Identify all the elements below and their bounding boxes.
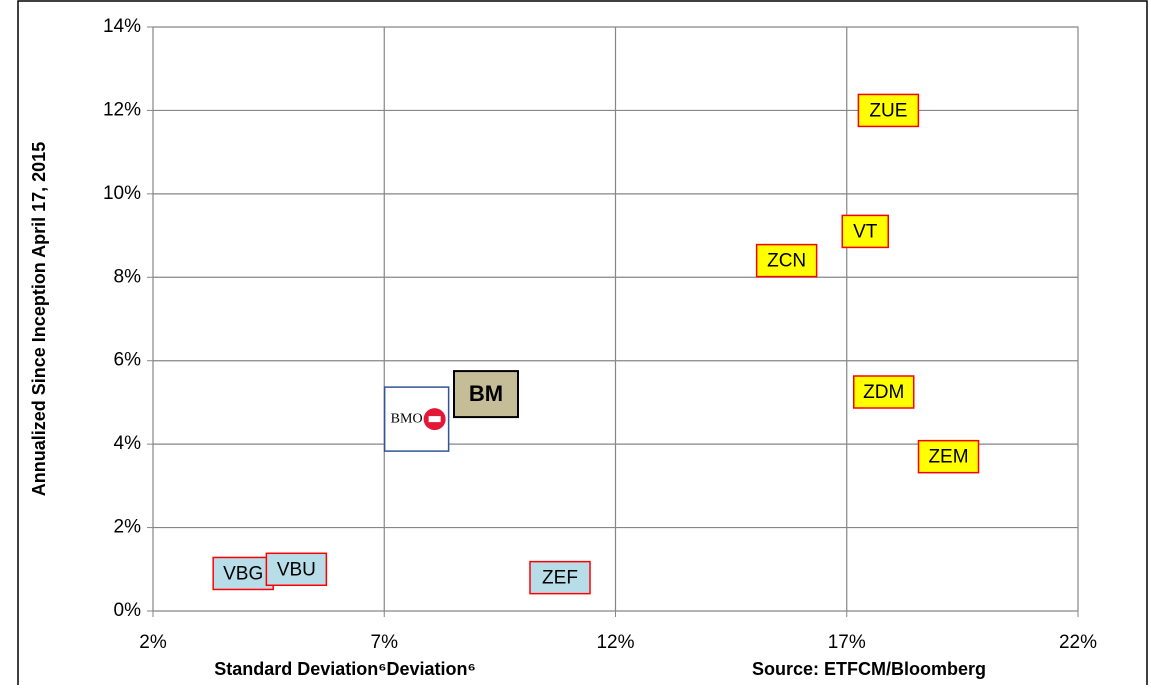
point-label: ZEM [928,447,968,468]
point-label: BMO [391,411,423,426]
x-tick-label: 17% [828,632,866,653]
point-label: ZEF [542,568,578,589]
point-label: VBG [223,563,263,584]
logo-roundel-mark [428,416,441,423]
data-point [453,370,519,419]
y-tick-label: 2% [114,517,142,538]
point-label: BM [469,381,503,406]
y-tick-label: 10% [103,183,141,204]
y-tick-label: 12% [103,99,141,120]
y-tick-label: 0% [114,600,142,621]
y-tick-label: 6% [114,350,142,371]
data-point [265,552,328,587]
y-tick-label: 4% [114,433,142,454]
point-label: VBU [277,559,316,580]
plot-frame [152,26,1079,612]
x-tick-label: 2% [139,632,167,653]
x-tick-label: 12% [596,632,634,653]
data-point [853,375,915,409]
data-point [857,93,920,128]
data-point [212,556,274,591]
point-label: ZUE [869,100,907,121]
y-tick-label: 8% [114,266,142,287]
x-axis-label: Standard Deviation⁶Deviation⁶ [214,659,476,679]
data-point [529,560,591,595]
point-label: VT [853,221,878,242]
data-point [917,439,980,474]
point-label: ZCN [767,251,806,272]
data-point [841,214,889,249]
x-tick-label: 22% [1059,632,1097,653]
y-axis-label: Annualized Since Inception April 17, 201… [29,142,49,496]
y-tick-label: 14% [103,16,141,37]
chart-border [17,0,1148,690]
x-tick-label: 7% [371,632,399,653]
point-label: ZDM [863,382,904,403]
data-point [755,243,818,278]
source-note: Source: ETFCM/Bloomberg [752,659,986,679]
